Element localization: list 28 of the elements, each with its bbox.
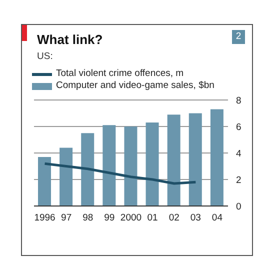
y-tick-label: 6 xyxy=(236,122,242,133)
x-tick-label: 02 xyxy=(168,212,180,224)
chart-title: What link? xyxy=(37,32,103,47)
y-tick-label: 4 xyxy=(236,148,242,160)
bar xyxy=(102,125,116,206)
bar xyxy=(146,122,159,206)
bar xyxy=(38,156,51,206)
x-tick-label: 03 xyxy=(190,212,201,224)
bar xyxy=(124,126,138,206)
y-tick-label: 2 xyxy=(236,174,242,186)
legend-label: Total violent crime offences, m xyxy=(56,68,184,80)
legend-label: Computer and video-game sales, $bn xyxy=(56,80,214,92)
bar xyxy=(167,114,180,206)
x-tick-label: 99 xyxy=(104,212,115,224)
x-tick-label: 98 xyxy=(82,212,94,224)
x-tick-label: 04 xyxy=(212,212,223,224)
x-tick-label: 97 xyxy=(61,212,72,224)
bar xyxy=(60,148,73,206)
y-tick-label: 0 xyxy=(236,201,242,212)
y-tick-label: 8 xyxy=(236,95,242,106)
chart-subtitle: US: xyxy=(37,51,53,62)
bar xyxy=(188,113,202,206)
x-tick-label: 2000 xyxy=(120,212,142,224)
x-tick-label: 1996 xyxy=(34,212,56,224)
bar xyxy=(210,109,224,206)
line-series xyxy=(44,162,197,185)
bar xyxy=(81,133,94,206)
x-tick-label: 01 xyxy=(147,212,158,224)
